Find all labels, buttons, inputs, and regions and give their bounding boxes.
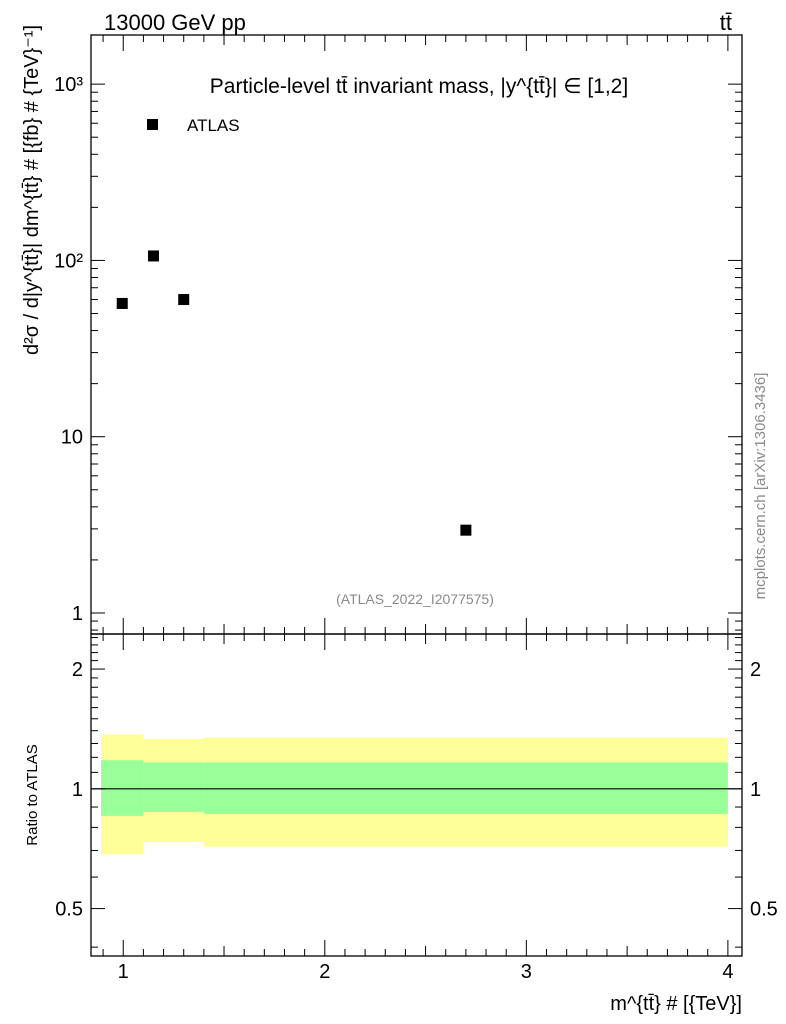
main-y-tick-label: 10²: [54, 250, 83, 272]
ratio-y-axis: 0.5 0.5 1 1 2 2: [55, 637, 778, 948]
data-point: [460, 524, 472, 536]
uncertainty-bands: [101, 734, 728, 855]
stat-uncertainty-band: [143, 762, 204, 812]
analysis-id: (ATLAS_2022_I2077575): [336, 591, 494, 607]
atlas-data-points: [116, 250, 472, 536]
chart-title: Particle-level tt̄ invariant mass, |y^{t…: [210, 75, 628, 98]
main-y-tick-label: 1: [72, 603, 83, 625]
watermark: mcplots.cern.ch [arXiv:1306.3436]: [752, 373, 769, 600]
x-tick-label: 2: [319, 961, 330, 983]
main-y-tick-label: 10: [61, 427, 83, 449]
ratio-panel: 0.5 0.5 1 1 2 2 1 2 3 4 Ratio to ATLAS m^{tt̄} #…: [24, 633, 778, 1015]
ratio-y-tick-label-right: 0.5: [750, 899, 778, 921]
ratio-y-tick-label: 2: [72, 659, 83, 681]
stat-uncertainty-band: [203, 762, 728, 814]
ratio-y-tick-label-right: 1: [750, 779, 761, 801]
main-x-axis: [102, 35, 729, 634]
process-label: 13000 GeV pp: [104, 10, 246, 35]
ratio-y-axis-label: Ratio to ATLAS: [24, 744, 41, 845]
ratio-panel-frame: [90, 633, 743, 957]
ratio-y-tick-label-right: 2: [750, 659, 761, 681]
ratio-y-tick-label: 1: [72, 779, 83, 801]
main-panel: Particle-level tt̄ invariant mass, |y^{t…: [21, 25, 743, 635]
data-point: [147, 250, 159, 262]
main-y-axis: 1 10 10² 10³: [54, 74, 742, 631]
data-point: [116, 297, 128, 309]
stat-uncertainty-band: [101, 760, 144, 816]
x-tick-label: 1: [118, 961, 129, 983]
legend-marker-atlas: [147, 119, 158, 130]
data-point: [178, 294, 190, 306]
legend-label-atlas: ATLAS: [187, 116, 240, 135]
ratio-x-axis: 1 2 3 4: [102, 634, 733, 983]
ratio-y-tick-label: 0.5: [55, 899, 83, 921]
x-tick-label: 4: [722, 961, 733, 983]
x-axis-label: m^{tt̄} # [{TeV}]: [610, 993, 742, 1015]
final-state-label: tt̄: [720, 10, 732, 35]
main-y-tick-label: 10³: [54, 74, 83, 96]
main-y-axis-label: d²σ / d|y^{tt̄}| dm^{tt̄} # [{fb} # {TeV…: [21, 25, 43, 355]
x-tick-label: 3: [521, 961, 532, 983]
